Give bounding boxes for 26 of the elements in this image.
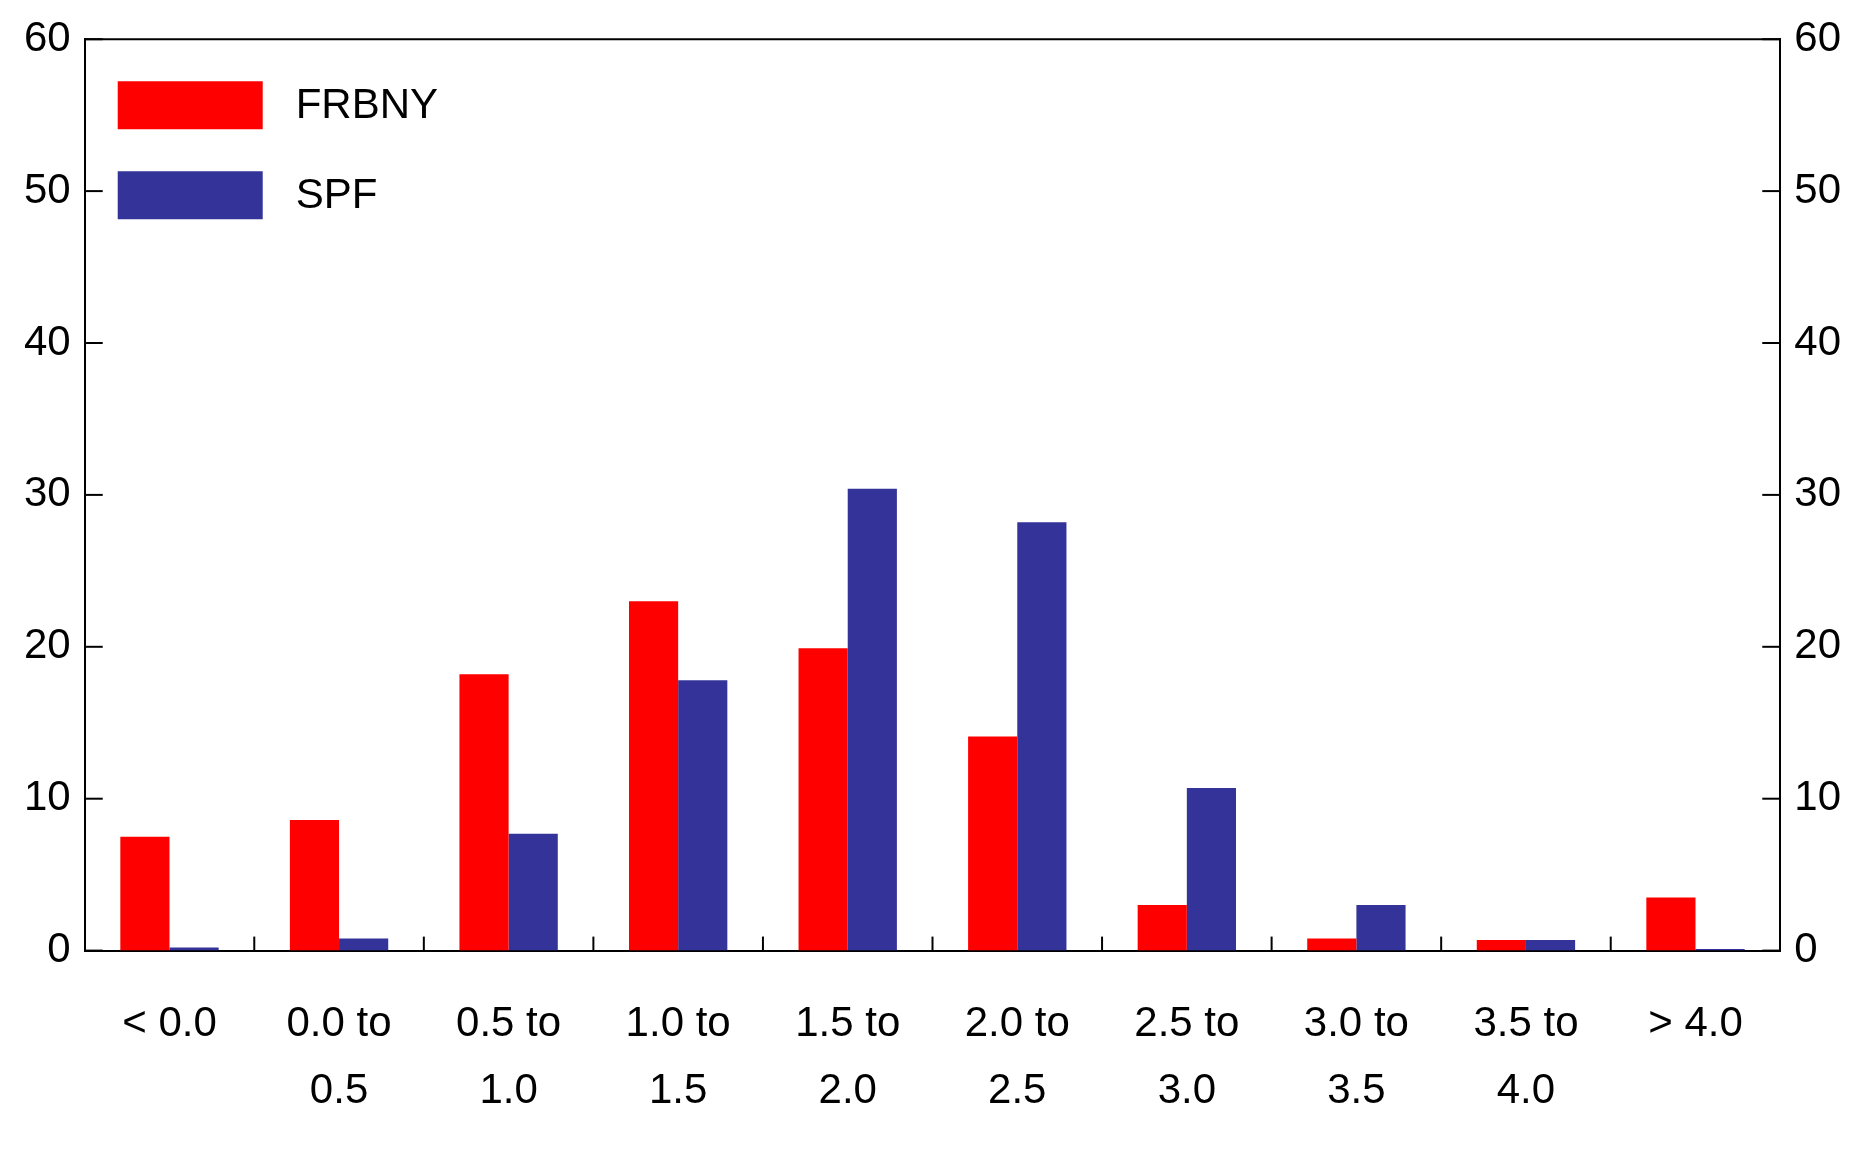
legend-label: FRBNY — [295, 79, 439, 127]
legend-label: SPF — [295, 169, 378, 217]
y2-tick-label: 20 — [1794, 620, 1841, 668]
y2-tick-label: 0 — [1794, 924, 1818, 972]
x-tick-label: 3.5 to 4.0 — [1473, 997, 1579, 1112]
y2-tick-label: 30 — [1794, 468, 1841, 516]
y-tick-label: 60 — [24, 12, 71, 60]
y2-tick-label: 40 — [1794, 316, 1841, 364]
y-tick-label: 0 — [47, 924, 71, 972]
x-tick-label: 0.5 to 1.0 — [456, 997, 562, 1112]
y-tick-label: 10 — [24, 772, 71, 820]
x-tick-label: 1.5 to 2.0 — [795, 997, 901, 1112]
y2-tick-label: 60 — [1794, 12, 1841, 60]
x-tick-label: 3.0 to 3.5 — [1303, 997, 1409, 1112]
y-tick-label: 50 — [24, 164, 71, 212]
x-tick-label: 2.5 to 3.0 — [1134, 997, 1240, 1112]
x-tick-label: 1.0 to 1.5 — [625, 997, 731, 1112]
y2-tick-label: 50 — [1794, 164, 1841, 212]
x-tick-label: 0.0 to 0.5 — [286, 997, 392, 1112]
x-tick-label: 2.0 to 2.5 — [964, 997, 1070, 1112]
y-tick-label: 40 — [24, 316, 71, 364]
y-tick-label: 30 — [24, 468, 71, 516]
x-tick-label: > 4.0 — [1648, 997, 1743, 1045]
y-tick-label: 20 — [24, 620, 71, 668]
y2-tick-label: 10 — [1794, 772, 1841, 820]
x-tick-label: < 0.0 — [122, 997, 217, 1045]
